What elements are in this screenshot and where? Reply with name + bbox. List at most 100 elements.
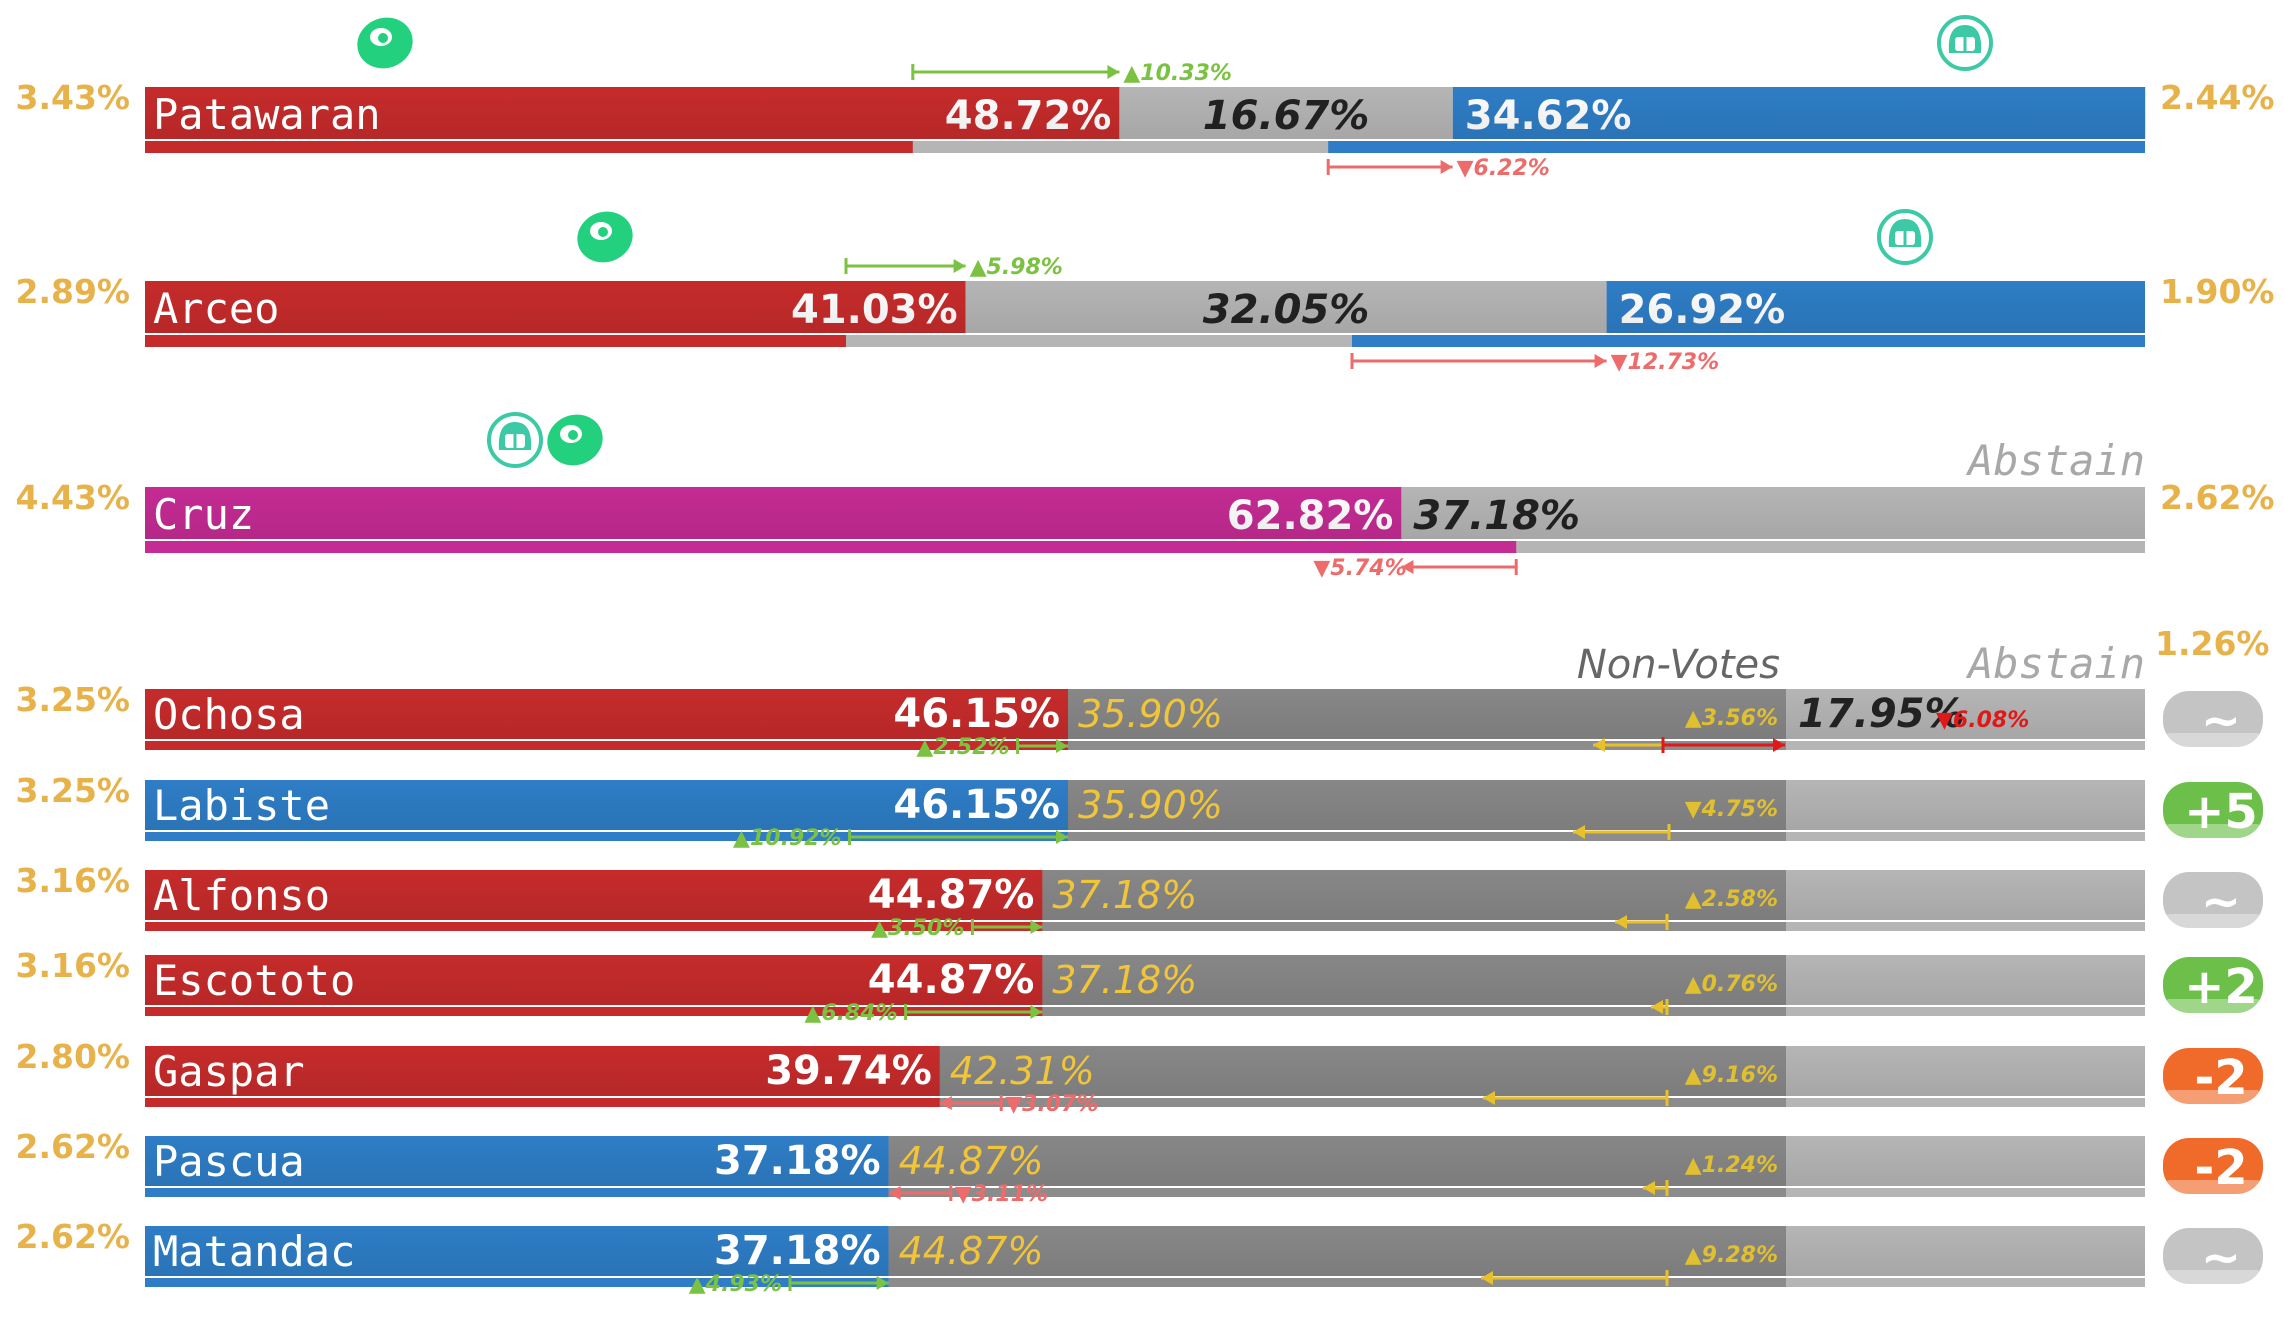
left-percent: 3.16% — [16, 946, 131, 985]
abstain-delta-arrow — [1661, 737, 1785, 753]
nv-delta-arrow — [1615, 914, 1669, 930]
officer-row: 41.03%32.05%26.92%Arceo2.89%1.90%▲5.98%▼… — [16, 209, 2275, 375]
right-percent: 1.90% — [2160, 272, 2275, 311]
left-percent: 3.25% — [16, 771, 131, 810]
mask-icon — [1877, 209, 1933, 265]
council-row: Alfonso 44.87% 37.18% 3.16% ▲3.50% ▲2.58% ~ — [16, 861, 2263, 941]
non-votes-percent: 42.31% — [950, 1049, 1095, 1093]
candidate-name: Labiste — [153, 781, 330, 830]
yes-percent: 44.87% — [868, 872, 1035, 918]
badge-shine — [2163, 999, 2263, 1013]
candidate-name: Escototo — [153, 956, 355, 1005]
change-badge — [2163, 1228, 2263, 1284]
bar-shade — [145, 1226, 2145, 1276]
abstain-delta: ▼6.08% — [1936, 708, 2029, 733]
delta-arrow-up — [844, 258, 966, 274]
yes-delta-label: ▲10.92% — [733, 826, 842, 851]
badge-shine — [2163, 914, 2263, 928]
change-badge — [2163, 957, 2263, 1013]
left-percent: 3.16% — [16, 861, 131, 900]
delta-label: ▲10.33% — [1123, 61, 1232, 86]
council-row: Ochosa 46.15% 35.90% 17.95%▼6.08% 3.25% ▲2.52… — [16, 680, 2263, 760]
yes-delta-arrow — [788, 1275, 889, 1291]
council-row: Labiste 46.15% 35.90% 3.25% ▲10.92% ▼4.75% +5 — [16, 771, 2263, 851]
nv-delta-label: ▲0.76% — [1685, 972, 1778, 997]
nv-delta-label: ▲3.56% — [1685, 706, 1778, 731]
mask-icon-ring — [1937, 15, 1993, 71]
yes-delta-label: ▲3.50% — [871, 916, 964, 941]
bean-icon-pupil — [378, 33, 388, 43]
sub-bar-nv — [888, 1278, 1786, 1287]
change-badge — [2163, 1048, 2263, 1104]
delta-arrow-down — [1401, 559, 1518, 575]
candidate-name: Ochosa — [153, 690, 305, 739]
sub-bar-yes — [145, 1188, 889, 1197]
sub-bar-no — [1328, 141, 2145, 153]
right-percent: 2.62% — [2160, 478, 2275, 517]
left-percent: 3.25% — [16, 680, 131, 719]
yes-delta-arrow — [848, 829, 1068, 845]
delta-arrow-down-head — [1401, 560, 1414, 574]
yes-delta-arrow-head — [876, 1276, 889, 1290]
yes-percent: 37.18% — [714, 1228, 881, 1274]
nv-delta-label: ▲2.58% — [1685, 887, 1778, 912]
bar-shade — [145, 1046, 2145, 1096]
yes-delta-arrow — [1016, 738, 1068, 754]
left-percent: 4.43% — [16, 478, 131, 517]
nv-delta-arrow-head — [1573, 825, 1585, 839]
delta-label: ▼12.73% — [1611, 350, 1720, 375]
badge-shine — [2163, 733, 2263, 747]
nv-delta-label: ▲1.24% — [1685, 1153, 1778, 1178]
yes-percent: 46.15% — [893, 782, 1060, 828]
yes-delta-label: ▲2.52% — [916, 735, 1009, 760]
nv-delta-label: ▲9.28% — [1685, 1243, 1778, 1268]
abstain-percent: 17.95% — [1798, 691, 1965, 737]
non-votes-percent: 44.87% — [899, 1139, 1044, 1183]
bar-shade — [145, 1136, 2145, 1186]
candidate-name: Patawaran — [153, 90, 381, 139]
nv-delta-label: ▲9.16% — [1685, 1063, 1778, 1088]
yes-delta-arrow-head — [888, 1186, 901, 1200]
sub-bar-no — [1352, 335, 2145, 347]
yes-delta-label: ▲6.84% — [804, 1001, 897, 1026]
delta-label: ▼6.22% — [1457, 156, 1550, 181]
badge-shine — [2163, 1270, 2263, 1284]
sub-bar-yes — [145, 741, 1068, 750]
yes-delta-label: ▲4.93% — [689, 1272, 782, 1297]
candidate-name: Gaspar — [153, 1047, 305, 1096]
bar-shade — [145, 870, 2145, 920]
yes-delta-label: ▼3.07% — [1005, 1092, 1098, 1117]
change-badge — [2163, 872, 2263, 928]
yes-delta-arrow — [939, 1095, 1003, 1111]
nv-delta-label: ▼4.75% — [1685, 797, 1778, 822]
bar-shade — [145, 487, 2145, 539]
sub-bar-yes — [145, 1098, 940, 1107]
sub-bar-nv — [888, 1188, 1786, 1197]
abstain-percent: 1.26% — [2155, 624, 2270, 663]
badge-label: +5 — [2184, 784, 2258, 840]
yes-delta-arrow-head — [1030, 1005, 1043, 1019]
yes-delta-arrow-head — [1030, 920, 1043, 934]
sub-bar-nv — [1068, 741, 1786, 750]
nv-delta-arrow — [1643, 1180, 1669, 1196]
council-row: Escototo 44.87% 37.18% 3.16% ▲6.84% ▲0.76% +2 — [16, 946, 2263, 1026]
yes-delta-arrow-head — [1056, 739, 1068, 753]
sub-bar-nv — [1042, 1007, 1786, 1016]
yes-percent: 44.87% — [868, 957, 1035, 1003]
non-votes-percent: 35.90% — [1078, 692, 1223, 736]
sub-bar-yes — [145, 541, 1517, 553]
delta-label: ▼5.74% — [1313, 556, 1406, 581]
bean-icon — [357, 17, 413, 69]
yes-delta-arrow — [904, 1004, 1043, 1020]
nv-delta-arrow — [1483, 1090, 1669, 1106]
sub-bar-nv — [1068, 832, 1786, 841]
candidate-name: Alfonso — [153, 871, 330, 920]
non-votes-percent: 37.18% — [1052, 958, 1197, 1002]
delta-arrow-down — [1350, 353, 1607, 369]
sub-bar-yes — [145, 832, 1068, 841]
sub-bar-yes — [145, 1007, 1043, 1016]
bar-shade — [145, 87, 2145, 139]
yes-delta-arrow-head — [1056, 830, 1068, 844]
abstain-delta-arrow-head — [1773, 738, 1785, 752]
